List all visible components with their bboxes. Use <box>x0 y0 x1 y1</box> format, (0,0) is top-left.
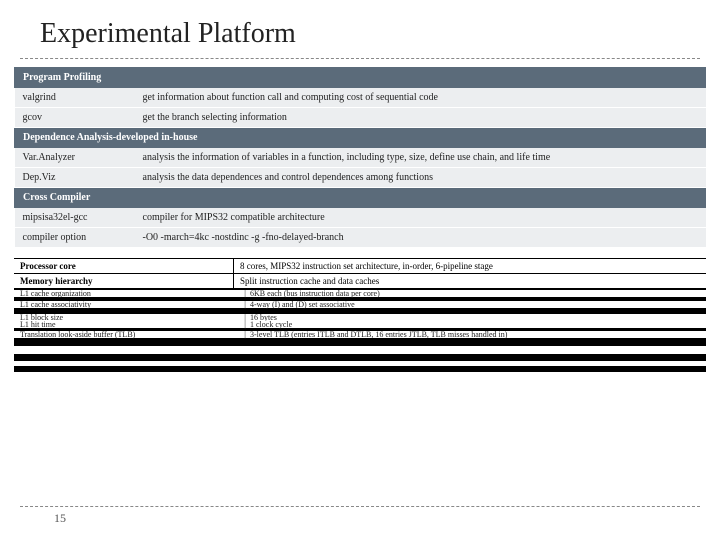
section-header: Program Profiling <box>15 68 706 88</box>
corrupt-label-sep: | <box>240 300 250 309</box>
row-desc: -O0 -march=4kc -nostdinc -g -fno-delayed… <box>135 228 706 248</box>
table-row: mipsisa32el-gcccompiler for MIPS32 compa… <box>15 208 706 228</box>
table-row: Var.Analyzeranalysis the information of … <box>15 148 706 168</box>
corrupt-bars: L1 cache organization|6KB each (bus inst… <box>14 288 706 378</box>
corrupt-label-row: Translation look-aside buffer (TLB)|3-le… <box>14 331 706 338</box>
slide-title: Experimental Platform <box>0 0 720 56</box>
row-label: Var.Analyzer <box>15 148 135 168</box>
table-row: Dep.Vizanalysis the data dependences and… <box>15 168 706 188</box>
table-row: compiler option-O0 -march=4kc -nostdinc … <box>15 228 706 248</box>
corrupt-top-label: Processor core <box>14 259 234 273</box>
corrupt-top-label: Memory hierarchy <box>14 274 234 288</box>
corrupt-label-left: Translation look-aside buffer (TLB) <box>20 330 240 339</box>
corrupt-top-value: Split instruction cache and data caches <box>234 274 706 288</box>
row-label: mipsisa32el-gcc <box>15 208 135 228</box>
corrupt-top-value: 8 cores, MIPS32 instruction set architec… <box>234 259 706 273</box>
table-row: valgrindget information about function c… <box>15 88 706 108</box>
corrupt-bar <box>14 354 706 361</box>
corrupt-label-right: 4-way (I) and (D) set associative <box>250 300 700 309</box>
corrupt-label-right: 1 clock cycle <box>250 320 700 329</box>
corrupt-label-row: L1 cache organization|6KB each (bus inst… <box>14 290 706 297</box>
page-number: 15 <box>20 511 700 526</box>
slide-footer: 15 <box>20 506 700 526</box>
corrupt-top-row: Memory hierarchySplit instruction cache … <box>14 273 706 288</box>
row-label: valgrind <box>15 88 135 108</box>
row-desc: get information about function call and … <box>135 88 706 108</box>
corrupt-label-row: L1 hit time|1 clock cycle <box>14 321 706 328</box>
section-header: Cross Compiler <box>15 188 706 208</box>
corrupt-label-right: 3-level TLB (entries ITLB and DTLB, 16 e… <box>250 330 700 339</box>
corrupt-label-sep: | <box>240 320 250 329</box>
section-header: Dependence Analysis-developed in-house <box>15 128 706 148</box>
row-label: gcov <box>15 108 135 128</box>
corrupt-label-left: L1 cache organization <box>20 289 240 298</box>
corrupt-label-right: 6KB each (bus instruction data per core) <box>250 289 700 298</box>
table-row: gcovget the branch selecting information <box>15 108 706 128</box>
title-rule <box>20 58 700 59</box>
corrupt-bar <box>14 338 706 346</box>
platform-table: Program Profilingvalgrindget information… <box>14 67 706 248</box>
corrupt-label-row: L1 cache associativity|4-way (I) and (D)… <box>14 301 706 308</box>
corrupt-top-row: Processor core8 cores, MIPS32 instructio… <box>14 258 706 273</box>
section-header-cell: Cross Compiler <box>15 188 706 208</box>
section-header-cell: Dependence Analysis-developed in-house <box>15 128 706 148</box>
row-desc: get the branch selecting information <box>135 108 706 128</box>
row-desc: compiler for MIPS32 compatible architect… <box>135 208 706 228</box>
row-label: Dep.Viz <box>15 168 135 188</box>
corrupt-top-rows: Processor core8 cores, MIPS32 instructio… <box>14 258 706 288</box>
row-desc: analysis the information of variables in… <box>135 148 706 168</box>
footer-rule <box>20 506 700 507</box>
corrupt-label-left: L1 cache associativity <box>20 300 240 309</box>
corrupt-label-sep: | <box>240 330 250 339</box>
corrupt-label-sep: | <box>240 289 250 298</box>
platform-table-wrap: Program Profilingvalgrindget information… <box>14 67 706 248</box>
section-header-cell: Program Profiling <box>15 68 706 88</box>
row-desc: analysis the data dependences and contro… <box>135 168 706 188</box>
row-label: compiler option <box>15 228 135 248</box>
corrupt-bar <box>14 366 706 372</box>
corrupt-region: Processor core8 cores, MIPS32 instructio… <box>14 258 706 378</box>
corrupt-label-left: L1 hit time <box>20 320 240 329</box>
